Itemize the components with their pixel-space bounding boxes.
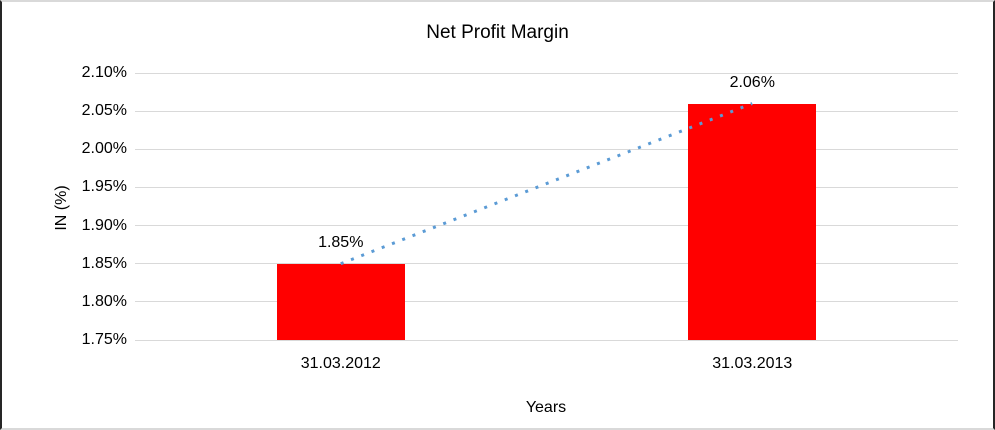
y-tick-label: 2.05% [81, 102, 127, 120]
gridline [135, 339, 958, 341]
x-axis-tick-labels: 31.03.2012 31.03.2013 [135, 355, 958, 375]
plot-area: 1.85% 2.06% [135, 72, 958, 341]
y-tick-label: 1.95% [81, 178, 127, 196]
y-tick-label: 1.90% [81, 216, 127, 234]
y-tick-label: 2.00% [81, 140, 127, 158]
gridline [135, 263, 958, 265]
gridline [135, 72, 958, 74]
y-tick-label: 2.10% [81, 64, 127, 81]
chart-title: Net Profit Margin [426, 22, 569, 43]
y-axis-tick-labels: 2.10% 2.05% 2.00% 1.95% 1.90% 1.85% 1.80% 1.75% [2, 64, 127, 348]
bar [688, 103, 817, 340]
x-axis-title: Years [525, 399, 567, 416]
bar-data-label: 2.06% [729, 73, 775, 91]
y-tick-label: 1.85% [81, 254, 127, 272]
gridline [135, 110, 958, 112]
trendline [340, 102, 753, 266]
y-tick-label: 1.80% [81, 292, 127, 310]
gridline [135, 186, 958, 188]
gridline [135, 148, 958, 150]
bar-data-label: 1.85% [318, 233, 364, 251]
gridline [135, 225, 958, 227]
bar [276, 263, 405, 340]
x-tick-label: 31.03.2012 [300, 355, 381, 372]
x-tick-label: 31.03.2013 [712, 355, 793, 372]
y-tick-label: 1.75% [81, 331, 127, 348]
gridline [135, 301, 958, 303]
